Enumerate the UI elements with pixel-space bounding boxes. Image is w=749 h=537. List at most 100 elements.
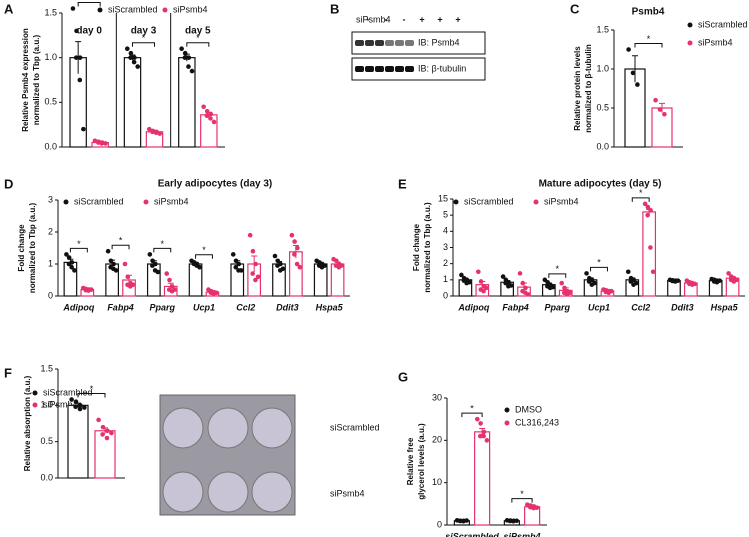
lane-label: +	[437, 14, 442, 24]
significance-bracket	[511, 498, 533, 503]
legend-label: CL316,243	[515, 417, 559, 427]
data-point	[169, 284, 175, 289]
significance-label: *	[520, 489, 524, 499]
data-point	[692, 281, 698, 287]
data-point	[96, 417, 101, 423]
significance-label: *	[202, 245, 206, 255]
blot-band	[365, 40, 374, 46]
y-tick-label: 1.5	[596, 24, 609, 34]
bar	[123, 57, 142, 148]
x-tick-label: Fabp4	[107, 302, 134, 312]
panel-letter: C	[570, 1, 580, 16]
blot-strip	[351, 31, 486, 55]
y-tick-label: 0	[437, 519, 442, 529]
data-point	[255, 274, 261, 280]
legend-label: siPsmb4	[544, 196, 579, 206]
x-tick-label: Ddit3	[276, 302, 299, 312]
data-point	[467, 279, 472, 285]
data-point	[630, 70, 636, 76]
data-point	[584, 271, 589, 276]
blot-band	[385, 40, 394, 46]
data-point	[77, 77, 83, 83]
category-label: day 3	[131, 26, 157, 37]
data-point	[275, 263, 280, 268]
y-tick-label: 4	[443, 226, 448, 236]
data-point	[113, 268, 119, 273]
chart-title: Mature adipocytes (day 5)	[539, 179, 662, 190]
panel-letter: G	[398, 369, 408, 384]
error-bar	[632, 55, 638, 83]
data-point	[645, 204, 651, 210]
data-point	[82, 405, 87, 410]
y-tick-label: 30	[432, 392, 442, 402]
y-axis-label: Relative free	[406, 437, 415, 485]
y-axis-label: Relative Psmb4 expression	[21, 28, 30, 132]
blot-band	[355, 40, 364, 46]
data-point	[478, 279, 484, 284]
data-point	[208, 116, 213, 121]
data-point	[73, 399, 79, 405]
data-point	[280, 266, 286, 272]
data-point	[95, 140, 101, 145]
significance-bracket	[77, 393, 106, 398]
data-point	[238, 268, 244, 273]
x-tick-label: Ucp1	[193, 302, 215, 312]
category-label: day 0	[76, 26, 102, 37]
data-point	[72, 268, 77, 273]
data-point	[322, 263, 328, 268]
y-tick-label: 3	[443, 242, 448, 252]
x-tick-label: Pparg	[545, 302, 571, 312]
y-tick-label: 1.0	[596, 63, 609, 73]
x-tick-label: Ccl2	[236, 302, 255, 312]
data-point	[157, 131, 163, 136]
x-tick-label: Hspa5	[711, 302, 739, 312]
data-point	[726, 271, 731, 276]
legend-marker	[32, 390, 38, 396]
data-point	[625, 269, 631, 275]
y-axis-label: glycerol levels (a.u.)	[417, 423, 426, 500]
lane-label: +	[419, 14, 424, 24]
data-point	[77, 55, 83, 60]
data-point	[131, 59, 137, 65]
data-point	[292, 252, 297, 257]
data-point	[122, 261, 128, 267]
x-tick-label: Hspa5	[316, 302, 344, 312]
error-bar	[659, 102, 665, 113]
band-label: IB: β-tubulin	[418, 63, 466, 73]
y-tick-label: 1.0	[44, 52, 57, 62]
data-point	[211, 119, 217, 125]
significance-label: *	[196, 33, 200, 43]
data-point	[125, 274, 131, 280]
data-point	[100, 432, 105, 437]
blot-band	[365, 66, 374, 72]
lane-label: -	[403, 14, 406, 24]
data-point	[172, 287, 178, 292]
data-point	[103, 141, 108, 146]
data-point	[147, 252, 153, 257]
chart-title: Psmb4	[632, 7, 665, 18]
data-point	[109, 430, 114, 436]
x-tick-label: Ddit3	[671, 302, 694, 312]
y-axis-label: Relative protein levels	[573, 46, 582, 131]
y-tick-label: 0	[443, 290, 448, 300]
x-tick-label: Ccl2	[631, 302, 650, 312]
significance-bracket	[548, 273, 567, 278]
legend-label: siScrambled	[464, 196, 514, 206]
data-point	[130, 282, 136, 288]
significance-label: *	[90, 384, 94, 394]
plate-well	[162, 471, 204, 513]
x-tick-label: Adipoq	[457, 302, 489, 312]
y-tick-label: 0.5	[40, 436, 53, 446]
legend-marker	[533, 199, 539, 205]
panel-letter: A	[4, 1, 14, 16]
data-point	[233, 258, 239, 264]
data-point	[186, 64, 191, 69]
significance-label: *	[647, 34, 651, 44]
significance-bracket	[195, 254, 213, 259]
panel-letter: F	[4, 365, 12, 380]
data-point	[292, 239, 297, 244]
data-point	[104, 435, 110, 441]
significance-bracket	[631, 197, 650, 202]
y-tick-label: 0.0	[596, 141, 609, 151]
